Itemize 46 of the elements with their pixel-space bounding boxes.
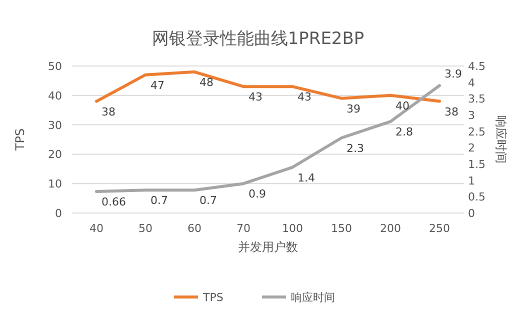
data-label: 38 bbox=[102, 105, 116, 118]
y-tick-label: 40 bbox=[48, 89, 62, 102]
data-label: 1.4 bbox=[298, 171, 315, 184]
y2-tick-label: 0 bbox=[468, 207, 475, 220]
data-label: 2.3 bbox=[346, 142, 364, 155]
x-tick-label: 70 bbox=[236, 222, 250, 235]
data-label: 38 bbox=[444, 105, 458, 118]
x-axis-title: 并发用户数 bbox=[238, 240, 298, 254]
data-label: 0.7 bbox=[150, 194, 168, 208]
x-tick-label: 100 bbox=[282, 222, 303, 235]
data-label: 0.9 bbox=[248, 188, 266, 201]
x-tick-label: 60 bbox=[188, 222, 202, 235]
y2-tick-label: 1.5 bbox=[468, 158, 486, 171]
x-tick-label: 200 bbox=[380, 222, 401, 235]
data-label: 0.7 bbox=[200, 194, 217, 208]
y-tick-label: 0 bbox=[55, 207, 62, 220]
data-label: 47 bbox=[150, 78, 164, 92]
y2-tick-label: 3.5 bbox=[468, 92, 486, 106]
y-tick-label: 10 bbox=[48, 178, 62, 191]
data-label: 43 bbox=[298, 90, 312, 104]
y2-axis-title: 响应时间 bbox=[494, 116, 508, 164]
y2-tick-label: 2 bbox=[468, 142, 475, 155]
data-label: 0.66 bbox=[102, 195, 126, 208]
y2-tick-label: 4.5 bbox=[468, 60, 486, 73]
y-tick-label: 50 bbox=[48, 60, 62, 73]
title: 网银登录性能曲线1PRE2BP bbox=[152, 29, 364, 49]
x-tick-label: 50 bbox=[138, 222, 152, 235]
x-tick-label: 40 bbox=[90, 222, 104, 235]
y2-tick-label: 2.5 bbox=[468, 125, 486, 138]
legend-label: TPS bbox=[202, 291, 224, 304]
y2-tick-label: 3 bbox=[468, 109, 475, 122]
data-label: 39 bbox=[346, 102, 360, 116]
data-label: 48 bbox=[200, 76, 214, 89]
data-label: 40 bbox=[396, 99, 410, 112]
y2-tick-label: 0.5 bbox=[468, 190, 486, 204]
data-label: 43 bbox=[248, 90, 262, 104]
y2-tick-label: 4 bbox=[468, 76, 475, 90]
x-tick-label: 250 bbox=[429, 222, 450, 235]
y-tick-label: 20 bbox=[48, 148, 62, 162]
y-tick-label: 30 bbox=[48, 118, 62, 132]
data-label: 3.9 bbox=[444, 68, 462, 81]
y2-tick-label: 1 bbox=[468, 174, 475, 188]
x-tick-label: 150 bbox=[331, 222, 352, 235]
data-label: 2.8 bbox=[396, 126, 413, 139]
legend-label: 响应时间 bbox=[291, 291, 335, 304]
y-axis-title: TPS bbox=[13, 128, 27, 152]
